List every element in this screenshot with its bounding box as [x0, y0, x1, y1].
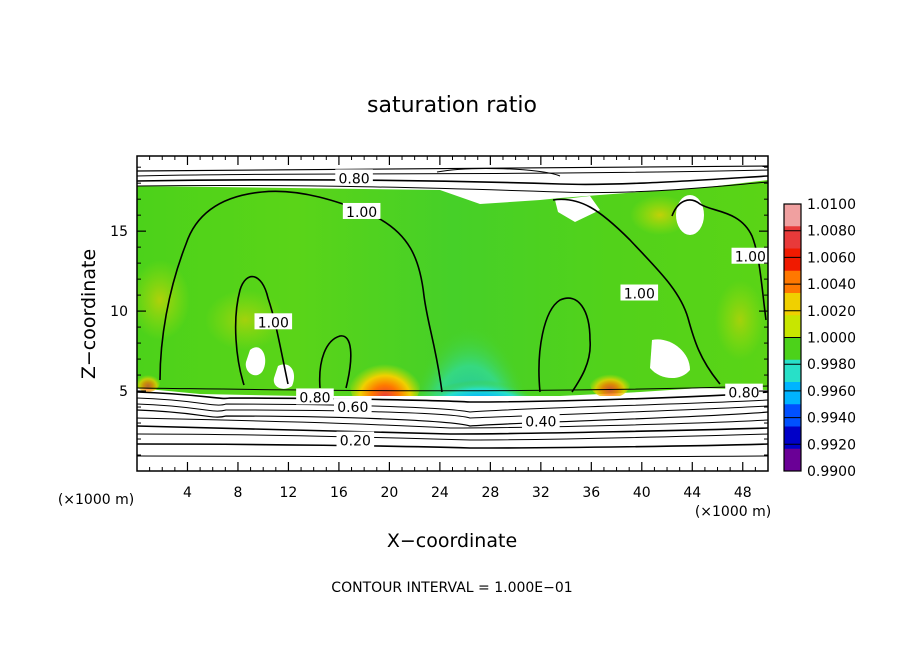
x-tick-label: 24: [431, 485, 449, 501]
colorbar-label: 1.0100: [807, 197, 856, 213]
contour-label-bg: [254, 313, 293, 330]
x-tick-label: 44: [683, 485, 701, 501]
colorbar-label: 0.9960: [807, 384, 856, 400]
x-tick-label: 16: [330, 485, 348, 501]
x-tick-label: 28: [481, 485, 499, 501]
contour-label-bg: [342, 202, 381, 219]
contour-label-bg: [731, 247, 770, 264]
colorbar-label: 0.9980: [807, 357, 856, 373]
colorbar-swatch: [784, 293, 801, 316]
colorbar-swatch: [784, 382, 801, 405]
colorbar-swatch: [784, 248, 801, 272]
colorbar-swatch: [784, 337, 801, 361]
contour-label: 1.00: [258, 315, 289, 331]
contour-interval-note: CONTOUR INTERVAL = 1.000E−01: [331, 580, 572, 596]
colorbar-label: 1.0080: [807, 224, 856, 240]
contour-label: 1.00: [346, 205, 377, 221]
colorbar-label: 1.0040: [807, 277, 856, 293]
colorbar-swatch: [784, 426, 801, 450]
colorbar-label: 1.0060: [807, 250, 856, 266]
contour-label-bg: [522, 412, 560, 429]
chart-title: saturation ratio: [367, 93, 537, 118]
colorbar-label: 1.0020: [807, 304, 856, 320]
contour-label: 0.60: [337, 400, 368, 416]
colorbar-label: 0.9920: [807, 437, 856, 453]
contour-label: 0.80: [299, 390, 330, 406]
y-axis: 5 10 15: [110, 166, 768, 456]
colorbar-label: 0.9940: [807, 411, 856, 427]
x-tick-label: 12: [280, 485, 298, 501]
contour-label-bg: [336, 431, 375, 448]
y-tick-label: 15: [110, 224, 128, 240]
x-axis-title: X−coordinate: [387, 530, 517, 552]
contour-label: 1.00: [735, 250, 766, 266]
colorbar: 1.0100 1.0080 1.0060 1.0040 1.0020 1.0000 0.99…: [783, 197, 856, 480]
colorbar-swatch: [784, 226, 801, 249]
colorbar-swatch: [784, 404, 801, 427]
contour-label: 0.80: [728, 386, 759, 402]
contour-lines: [137, 165, 768, 458]
x-unit-left: (×1000 m): [58, 492, 134, 508]
x-tick-label: 8: [233, 485, 242, 501]
x-tick-label: 40: [633, 485, 651, 501]
contour-label-bg: [334, 398, 372, 415]
colorbar-swatch: [784, 204, 801, 227]
x-tick-label: 20: [380, 485, 398, 501]
x-tick-label: 32: [532, 485, 550, 501]
colorbar-swatch: [784, 270, 801, 294]
x-tick-label: 48: [734, 485, 752, 501]
colorbar-swatch: [784, 448, 801, 472]
colorbar-swatch: [784, 359, 801, 383]
x-axis: 4 8 12 16 20 24 28 32 36 40 44 48: [149, 156, 756, 501]
contour-label: 1.00: [624, 287, 655, 303]
contour-label-bg: [296, 388, 334, 405]
contour-label-bg: [335, 169, 373, 186]
contour-label-bg: [620, 284, 659, 301]
contour-label: 0.40: [525, 414, 556, 430]
contour-labels: 0.80 1.00 1.00 1.00 1.00 0.80 0.60 0.40 0.80 0.20: [254, 169, 770, 450]
colorbar-label: 1.0000: [807, 331, 856, 347]
x-tick-label: 4: [183, 485, 192, 501]
contour-label: 0.20: [340, 434, 371, 450]
y-tick-label: 5: [119, 384, 128, 400]
saturation-field: [137, 156, 768, 471]
contour-label: 0.80: [338, 171, 369, 187]
x-tick-label: 36: [582, 485, 600, 501]
y-tick-label: 10: [110, 304, 128, 320]
colorbar-label: 0.9900: [807, 464, 856, 480]
contour-label-bg: [725, 383, 763, 400]
x-unit-right: (×1000 m): [695, 504, 771, 520]
y-axis-title: Z−coordinate: [78, 249, 100, 379]
colorbar-swatch: [784, 315, 801, 338]
